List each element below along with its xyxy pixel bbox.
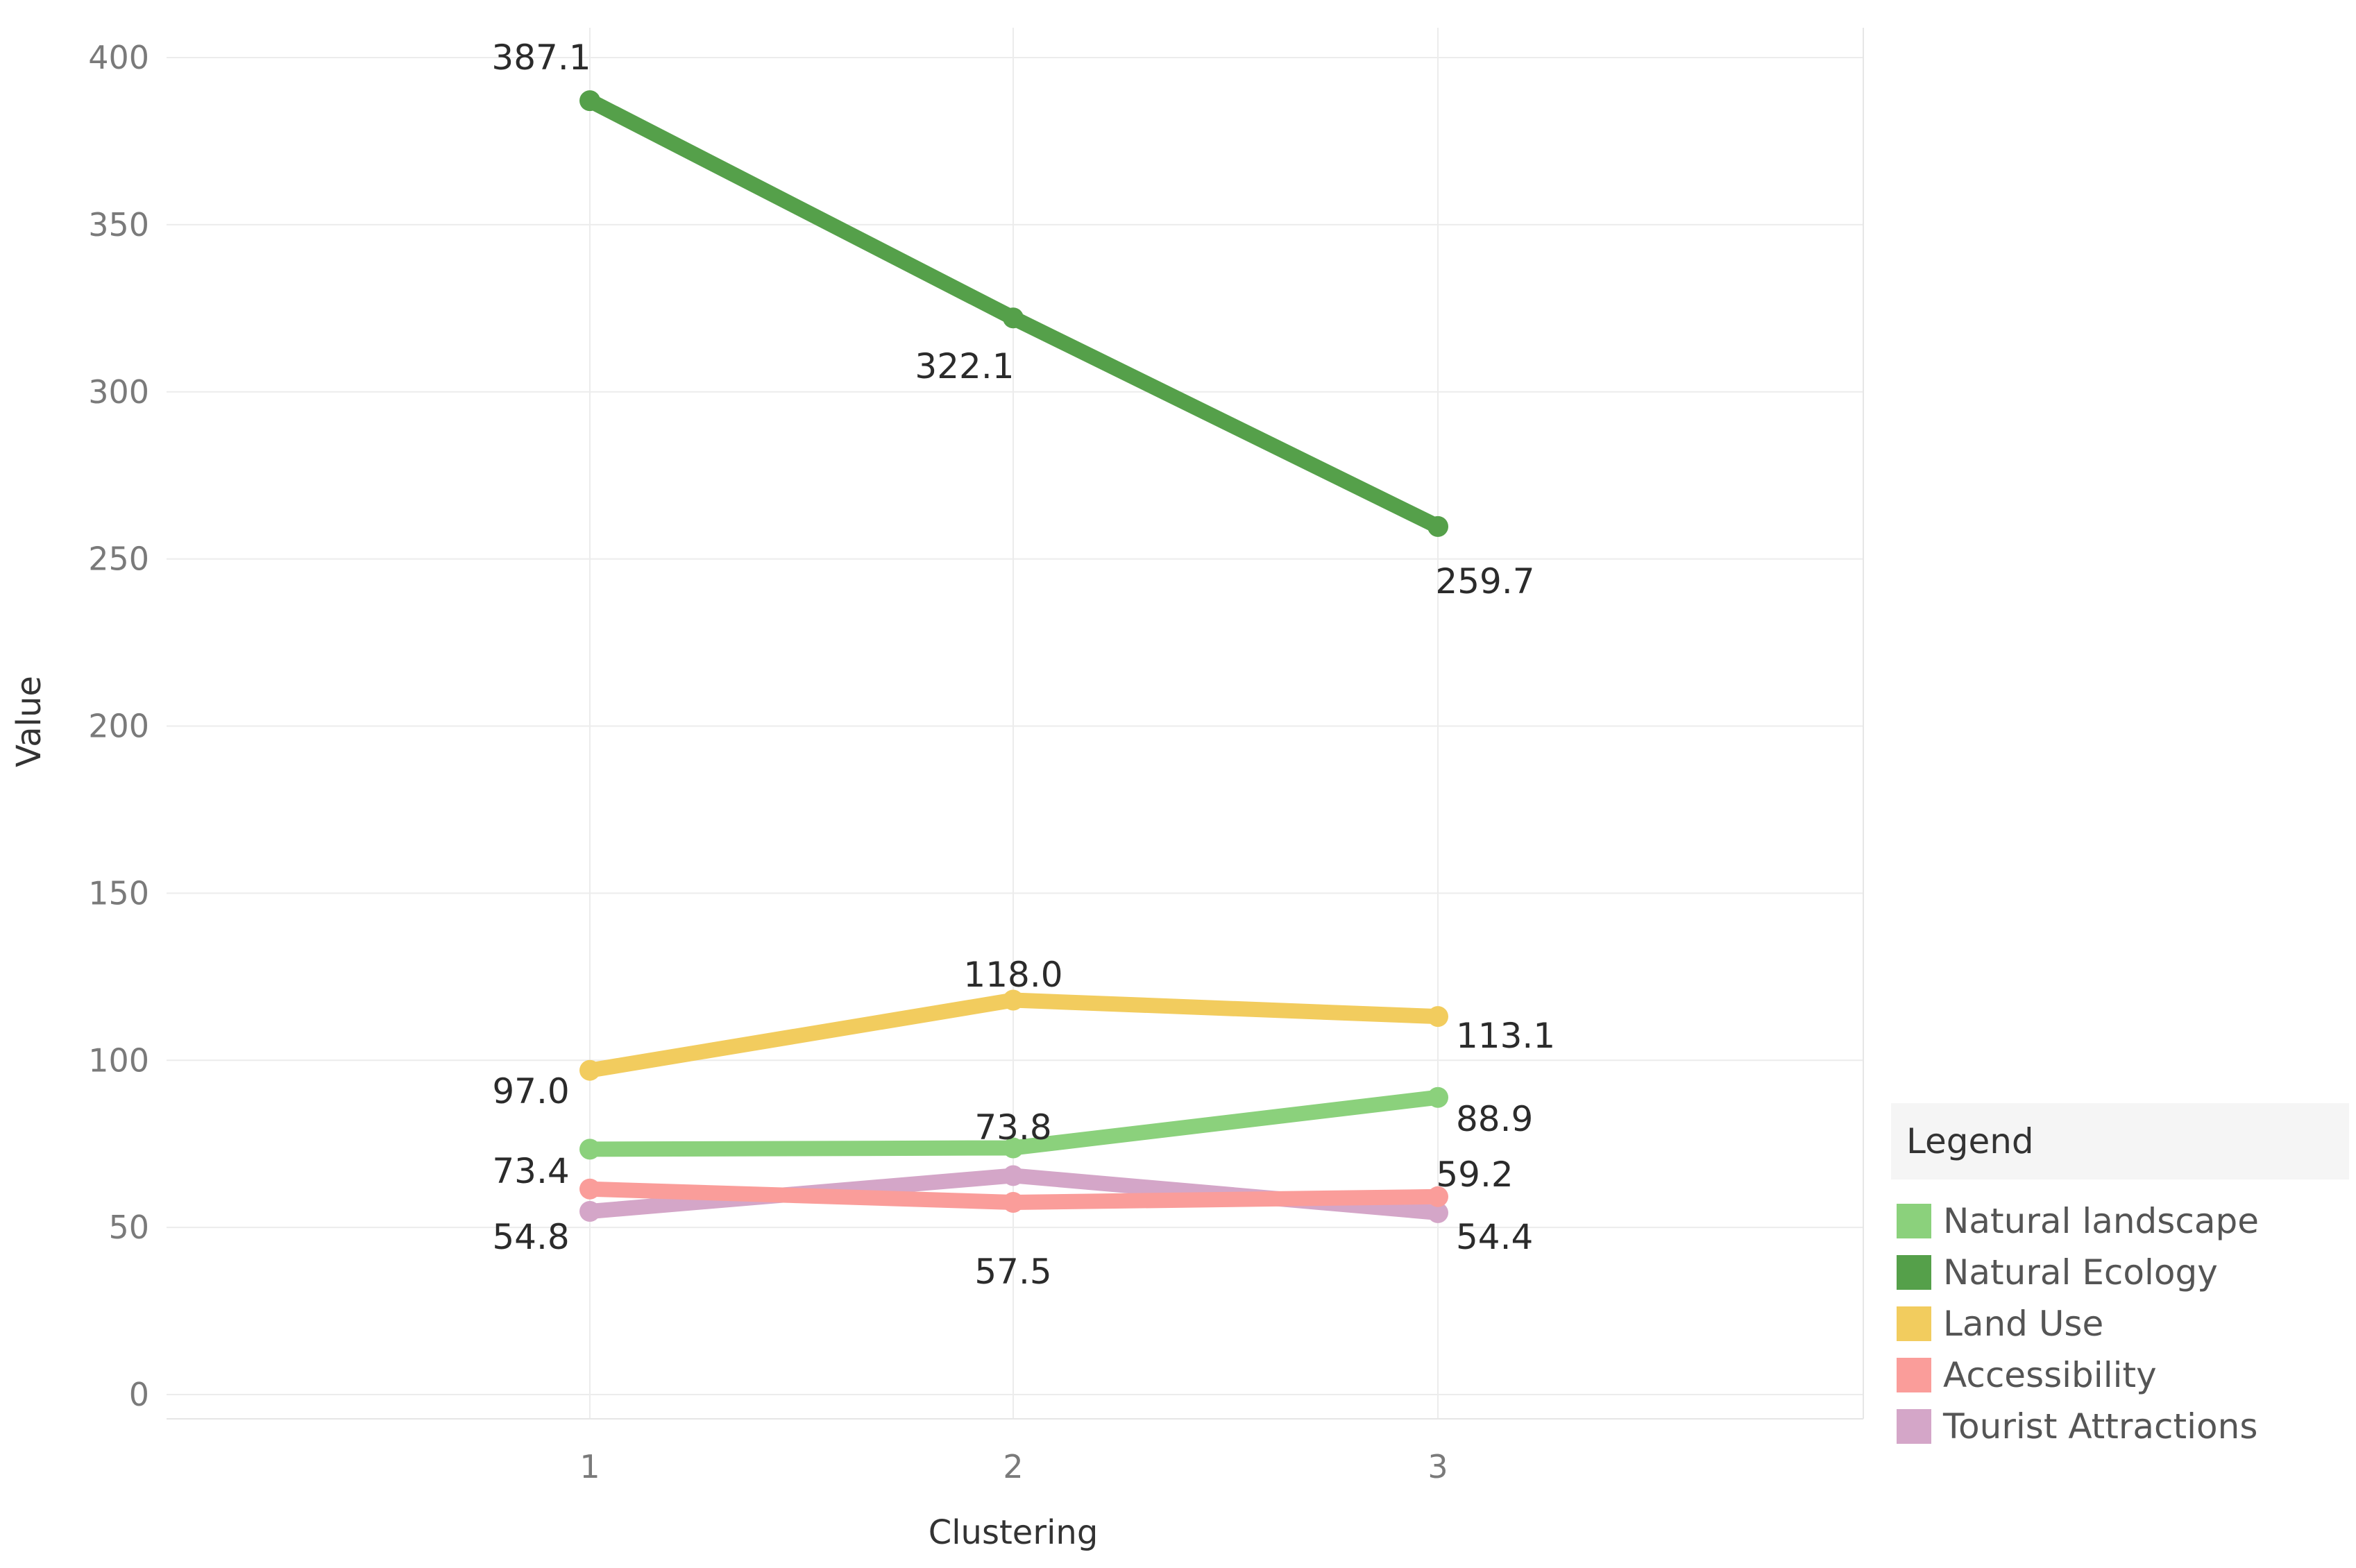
y-tick-label: 0 [129, 1376, 149, 1413]
legend-swatch [1897, 1358, 1931, 1392]
legend-swatch [1897, 1204, 1931, 1238]
legend-label: Accessibility [1943, 1355, 2157, 1395]
legend-label: Land Use [1943, 1304, 2103, 1344]
data-point-natural-landscape [579, 1139, 600, 1160]
grid-layer [167, 28, 1864, 1420]
legend-title: Legend [1906, 1121, 2034, 1161]
data-point-tourist-attractions [1003, 1165, 1024, 1186]
y-tick-label: 200 [88, 708, 149, 745]
data-label: 88.9 [1456, 1099, 1533, 1139]
data-label: 322.1 [915, 346, 1014, 386]
data-point-accessibility [1427, 1186, 1448, 1207]
data-point-accessibility [579, 1178, 600, 1200]
data-label-layer: 387.1 322.1 259.7 97.0 118.0 113.1 73.4 73.8 88.… [491, 37, 1555, 1292]
data-label: 259.7 [1435, 561, 1534, 602]
y-tick-label: 50 [108, 1209, 149, 1246]
data-point-natural-ecology [579, 90, 600, 112]
legend-label: Natural landscape [1943, 1201, 2259, 1241]
data-point-land-use [1427, 1006, 1448, 1028]
legend-label: Tourist Attractions [1942, 1406, 2257, 1447]
data-point-land-use [579, 1059, 600, 1081]
legend-swatch [1897, 1255, 1931, 1290]
data-point-natural-ecology [1003, 307, 1024, 329]
x-axis-title: Clustering [929, 1513, 1099, 1552]
data-point-natural-ecology [1427, 515, 1448, 537]
data-label: 97.0 [492, 1071, 569, 1111]
x-tick-label: 2 [1003, 1448, 1023, 1485]
y-tick-label: 350 [88, 206, 149, 244]
series-layer [579, 90, 1448, 1223]
legend-label: Natural Ecology [1943, 1252, 2218, 1293]
y-tick-label: 100 [88, 1041, 149, 1079]
data-point-tourist-attractions [579, 1201, 600, 1222]
data-label: 113.1 [1456, 1016, 1555, 1056]
legend: Legend Natural landscape Natural Ecology La… [1891, 1103, 2349, 1447]
data-label: 73.8 [974, 1107, 1051, 1148]
axis-layer: 0 50 100 150 200 250 300 350 400 1 2 3 Clustering Val… [10, 39, 1448, 1552]
y-axis-title: Value [10, 676, 49, 767]
data-label: 59.2 [1436, 1154, 1513, 1195]
data-point-natural-landscape [1003, 1137, 1024, 1159]
y-tick-label: 250 [88, 540, 149, 578]
x-tick-label: 3 [1427, 1448, 1448, 1485]
data-label: 387.1 [491, 37, 591, 78]
y-tick-label: 300 [88, 373, 149, 411]
x-tick-label: 1 [579, 1448, 600, 1485]
data-label: 57.5 [974, 1252, 1051, 1292]
data-point-natural-landscape [1427, 1086, 1448, 1108]
y-tick-label: 150 [88, 874, 149, 912]
data-point-tourist-attractions [1427, 1202, 1448, 1223]
data-point-accessibility [1003, 1191, 1024, 1213]
data-label: 73.4 [492, 1151, 569, 1191]
legend-swatch [1897, 1409, 1931, 1444]
data-label: 54.4 [1456, 1217, 1533, 1257]
data-label: 54.8 [492, 1217, 569, 1257]
data-label: 118.0 [963, 955, 1062, 995]
data-point-land-use [1003, 989, 1024, 1011]
y-tick-label: 400 [88, 39, 149, 76]
legend-title-bar [1891, 1103, 2349, 1179]
legend-swatch [1897, 1306, 1931, 1341]
